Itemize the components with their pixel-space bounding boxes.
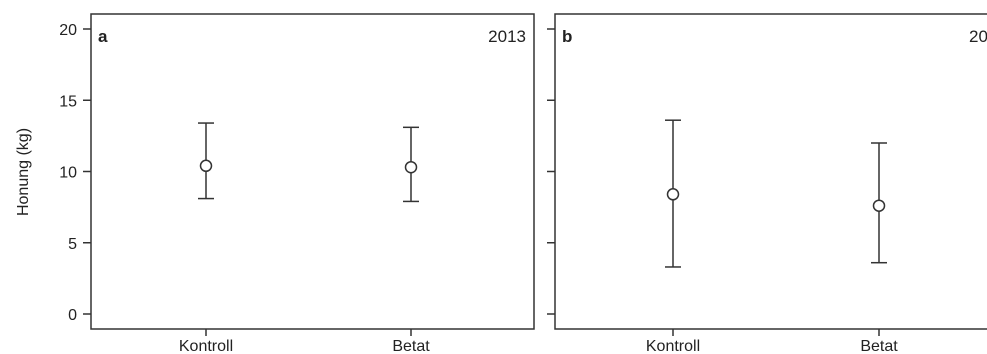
panel-a-y-tick-label: 0: [68, 307, 77, 324]
panel-a-y-tick-label: 20: [59, 22, 77, 39]
panel-a-x-tick-label: Kontroll: [179, 338, 233, 354]
panel-b-mean-point-kontroll: [666, 188, 680, 201]
y-axis-label: Honung (kg): [15, 128, 32, 216]
panel-a-year: 2013: [488, 27, 526, 46]
panel-a-y-axis: 0 5 10 15 20: [59, 22, 91, 324]
panel-a-frame: [90, 13, 535, 330]
panel-a-mean-point-kontroll: [199, 159, 213, 173]
panel-a: a 2013 0 5 10 15 20 Kontroll Betat: [59, 13, 535, 354]
panel-a-y-tick-label: 15: [59, 93, 77, 110]
panel-b-x-tick-label: Betat: [860, 338, 898, 354]
panel-b-y-axis: [547, 28, 555, 315]
panel-a-y-tick-label: 5: [68, 236, 77, 253]
panel-a-mean-point-betat: [404, 160, 418, 174]
panel-a-y-tick-label: 10: [59, 165, 77, 182]
panel-a-x-tick-label: Betat: [392, 338, 430, 354]
panel-b: b 2014 Kontroll Betat: [547, 13, 987, 354]
panel-b-marks: Kontroll Betat: [646, 119, 898, 354]
panel-b-label: b: [562, 27, 572, 46]
panel-b-x-tick-label: Kontroll: [646, 338, 700, 354]
panel-b-year: 2014: [969, 27, 987, 46]
panel-a-marks: Kontroll Betat: [179, 122, 430, 354]
panel-a-label: a: [98, 27, 108, 46]
panel-b-mean-point-betat: [872, 199, 886, 212]
panel-b-frame: [554, 13, 987, 330]
